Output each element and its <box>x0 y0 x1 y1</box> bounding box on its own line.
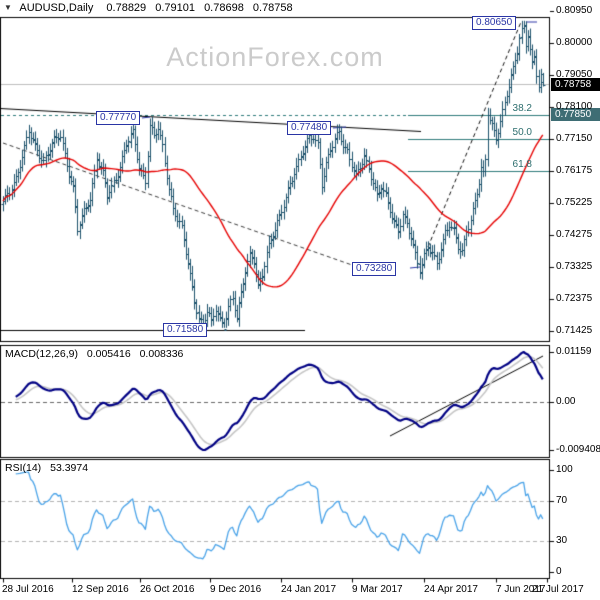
macd-axis-label: 0.01159 <box>556 346 592 357</box>
close-value: 0.78758 <box>252 2 293 14</box>
macd-value-1: 0.005416 <box>86 348 131 360</box>
rsi-axis-label: 100 <box>556 464 573 475</box>
current-price-tag: 0.78758 <box>551 78 600 91</box>
y-axis-label: 0.74275 <box>556 229 593 241</box>
rsi-panel-title: RSI(14) 53.3974 <box>5 462 88 474</box>
x-axis-date-label: 21 Jul 2017 <box>532 584 584 595</box>
fib-level-label: 50.0 <box>512 126 532 138</box>
rsi-title-label: RSI(14) <box>5 462 42 474</box>
symbol-timeframe-label: AUDUSD,Daily <box>19 2 94 14</box>
y-axis-label: 0.75225 <box>556 197 593 209</box>
y-axis-label: 0.71425 <box>556 325 593 337</box>
open-value: 0.78829 <box>106 2 147 14</box>
x-axis-date-label: 7 Jun 2017 <box>496 584 546 595</box>
x-axis-date-label: 12 Sep 2016 <box>72 584 129 595</box>
watermark: ActionForex.com <box>166 42 384 72</box>
y-axis-label: 0.76175 <box>556 165 593 177</box>
y-axis-label: 0.80950 <box>556 4 593 16</box>
y-axis-label: 0.72375 <box>556 293 593 305</box>
macd-title-label: MACD(12,26,9) <box>5 348 78 360</box>
y-axis-label: 0.79050 <box>556 68 593 80</box>
x-axis-date-label: 9 Dec 2016 <box>210 584 262 595</box>
ohlc-info-bar: ▼ AUDUSD,Daily 0.78829 0.79101 0.78698 0… <box>4 2 299 14</box>
rsi-axis-label: 0 <box>556 566 562 577</box>
macd-axis-label: 0.00 <box>556 396 576 407</box>
x-axis-date-label: 9 Mar 2017 <box>352 584 403 595</box>
y-axis-label: 0.77150 <box>556 132 593 144</box>
x-axis-date-label: 28 Jul 2016 <box>2 584 54 595</box>
x-axis-date-label: 24 Jan 2017 <box>281 584 337 595</box>
x-axis-date-label: 26 Oct 2016 <box>140 584 195 595</box>
rsi-value: 53.3974 <box>50 462 89 474</box>
rsi-axis-label: 70 <box>556 494 568 506</box>
collapse-triangle-icon[interactable]: ▼ <box>4 3 12 12</box>
price-annotation-box: 0.71580 <box>163 323 208 337</box>
high-value: 0.79101 <box>155 2 195 14</box>
price-annotation-box: 0.80650 <box>472 16 517 30</box>
fib-382-price-tag: 0.77850 <box>551 108 600 121</box>
rsi-axis-label: 30 <box>556 535 568 547</box>
x-axis-date-label: 24 Apr 2017 <box>424 584 478 595</box>
low-value: 0.78698 <box>204 2 244 14</box>
macd-value-2: 0.008336 <box>139 348 184 360</box>
y-axis-label: 0.78100 <box>556 100 593 112</box>
macd-panel-title: MACD(12,26,9) 0.005416 0.008336 <box>5 348 183 360</box>
price-annotation-box: 0.77480 <box>287 121 332 135</box>
y-axis-label: 0.80000 <box>556 36 593 48</box>
price-annotation-box: 0.73280 <box>352 262 397 276</box>
fib-level-label: 38.2 <box>512 103 532 115</box>
price-annotation-box: 0.77770 <box>96 111 141 125</box>
y-axis-label: 0.73325 <box>556 261 593 273</box>
fib-level-label: 61.8 <box>512 159 532 171</box>
macd-axis-label: -0.009408 <box>556 444 600 455</box>
